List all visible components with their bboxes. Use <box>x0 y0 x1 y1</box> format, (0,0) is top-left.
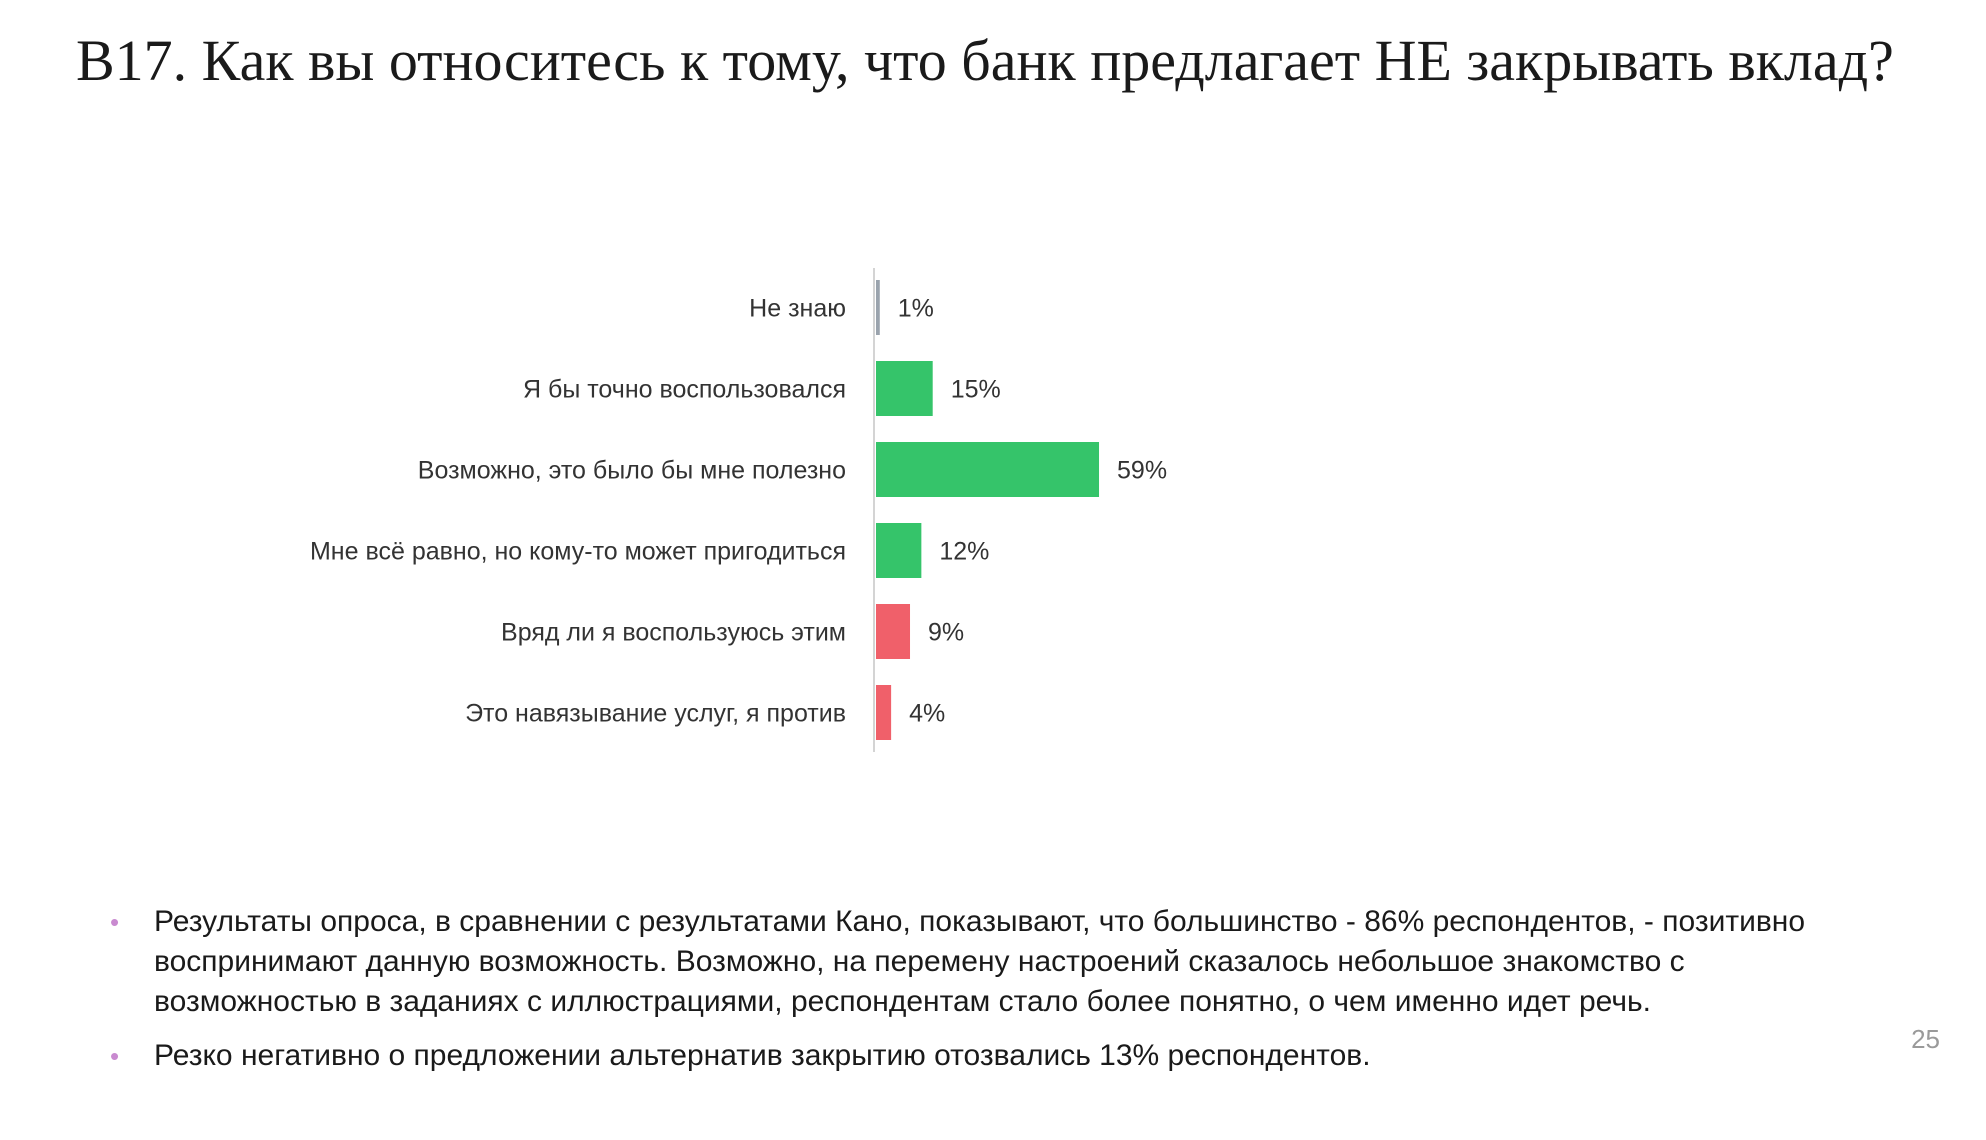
category-label: Возможно, это было бы мне полезно <box>418 457 846 485</box>
notes-list: • Результаты опроса, в сравнении с резуль… <box>108 902 1828 1090</box>
bar <box>876 442 1100 497</box>
bullet-dot: • <box>110 907 120 937</box>
note-item: • Резко негативно о предложении альтернат… <box>108 1036 1828 1076</box>
data-label: 15% <box>951 376 1001 404</box>
category-label: Не знаю <box>749 295 846 323</box>
data-label: 59% <box>1117 457 1167 485</box>
bar-chart: Не знаю 1% Я бы точно воспользовался 15% Воз… <box>310 268 1167 752</box>
bar <box>876 280 880 335</box>
category-label: Мне всё равно, но кому-то может пригодит… <box>310 538 846 566</box>
bar <box>876 361 933 416</box>
data-label: 9% <box>928 619 964 647</box>
bar <box>876 685 892 740</box>
note-text: Резко негативно о предложении альтернати… <box>154 1039 1371 1072</box>
note-item: • Результаты опроса, в сравнении с резуль… <box>108 902 1828 1022</box>
category-label: Это навязывание услуг, я против <box>465 700 846 728</box>
slide-title: В17. Как вы относитесь к тому, что банк … <box>76 28 1894 93</box>
data-label: 12% <box>939 538 989 566</box>
data-label: 1% <box>898 295 934 323</box>
bar <box>876 523 922 578</box>
category-label: Вряд ли я воспользуюсь этим <box>501 619 846 647</box>
note-text: Результаты опроса, в сравнении с результ… <box>154 905 1806 1018</box>
category-label: Я бы точно воспользовался <box>523 376 846 404</box>
bullet-dot: • <box>110 1041 120 1071</box>
bar <box>876 604 911 659</box>
page-number: 25 <box>1911 1024 1940 1054</box>
data-label: 4% <box>909 700 945 728</box>
bars-group: Не знаю 1% Я бы точно воспользовался 15% Воз… <box>310 280 1167 740</box>
